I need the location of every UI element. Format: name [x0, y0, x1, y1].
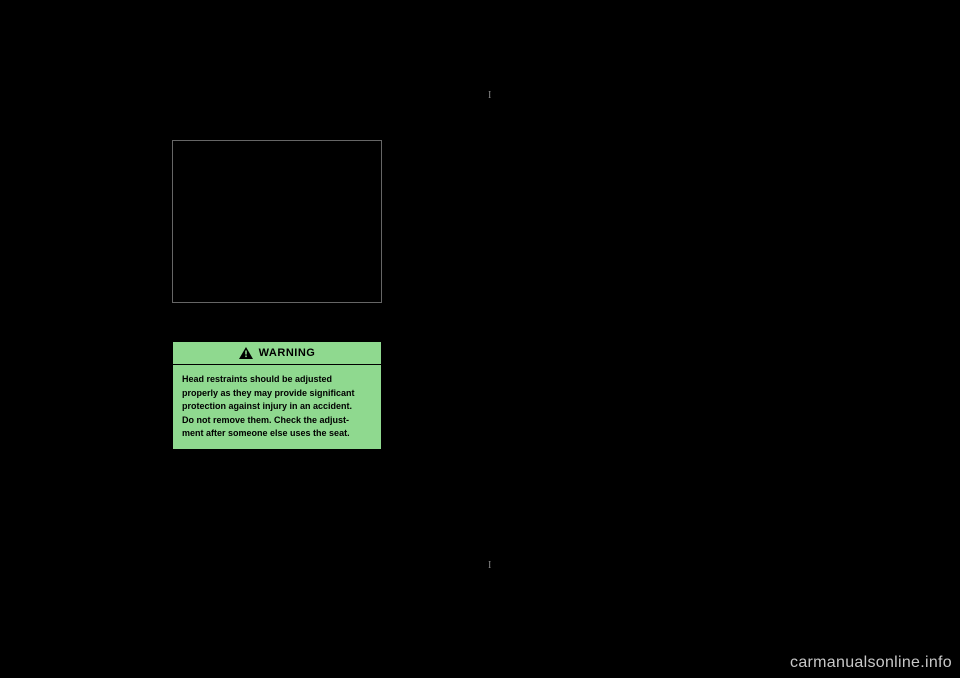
watermark-text: carmanualsonline.info	[790, 654, 952, 672]
manual-page-column: WARNING Head restraints should be adjust…	[172, 140, 382, 450]
figure-placeholder	[172, 140, 382, 303]
warning-title: WARNING	[259, 347, 316, 359]
warning-line: Do not remove them. Check the adjust-	[182, 414, 372, 428]
margin-marker-bottom: I	[488, 560, 491, 571]
warning-header: WARNING	[172, 341, 382, 365]
warning-line: protection against injury in an accident…	[182, 400, 372, 414]
warning-triangle-icon	[239, 347, 253, 359]
warning-line: Head restraints should be adjusted	[182, 373, 372, 387]
warning-callout: WARNING Head restraints should be adjust…	[172, 341, 382, 450]
warning-line: ment after someone else uses the seat.	[182, 427, 372, 441]
warning-line: properly as they may provide significant	[182, 387, 372, 401]
warning-body: Head restraints should be adjusted prope…	[172, 365, 382, 450]
margin-marker-top: I	[488, 90, 491, 101]
